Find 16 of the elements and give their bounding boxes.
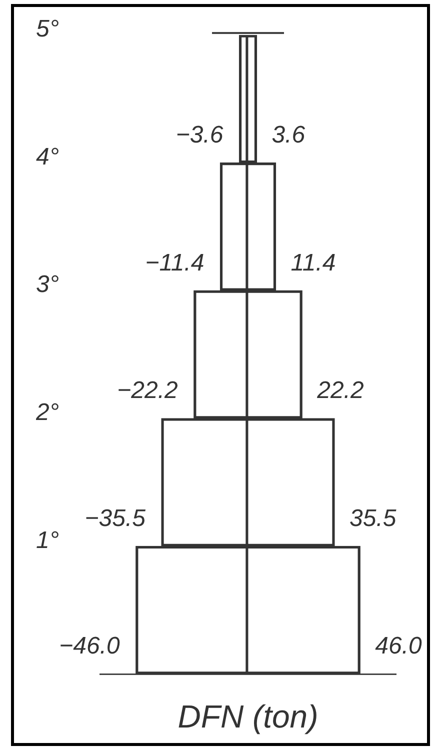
- data-label: 35.5: [350, 504, 397, 532]
- data-label: −46.0: [59, 632, 121, 660]
- data-label: −3.6: [176, 121, 224, 148]
- data-label: 46.0: [375, 632, 422, 660]
- data-label: −35.5: [84, 504, 146, 532]
- y-tick-label: 1°: [36, 526, 60, 554]
- y-tick-label: 4°: [36, 143, 60, 170]
- data-label: −22.2: [117, 377, 178, 404]
- data-label: 3.6: [272, 121, 306, 148]
- data-label: 22.2: [316, 377, 364, 404]
- y-tick-label: 3°: [36, 271, 60, 298]
- y-tick-label: 2°: [35, 398, 60, 426]
- y-tick-label: 5°: [36, 16, 60, 43]
- data-label: −11.4: [145, 249, 204, 276]
- data-label: 11.4: [290, 249, 336, 276]
- x-axis-title: DFN (ton): [178, 698, 318, 735]
